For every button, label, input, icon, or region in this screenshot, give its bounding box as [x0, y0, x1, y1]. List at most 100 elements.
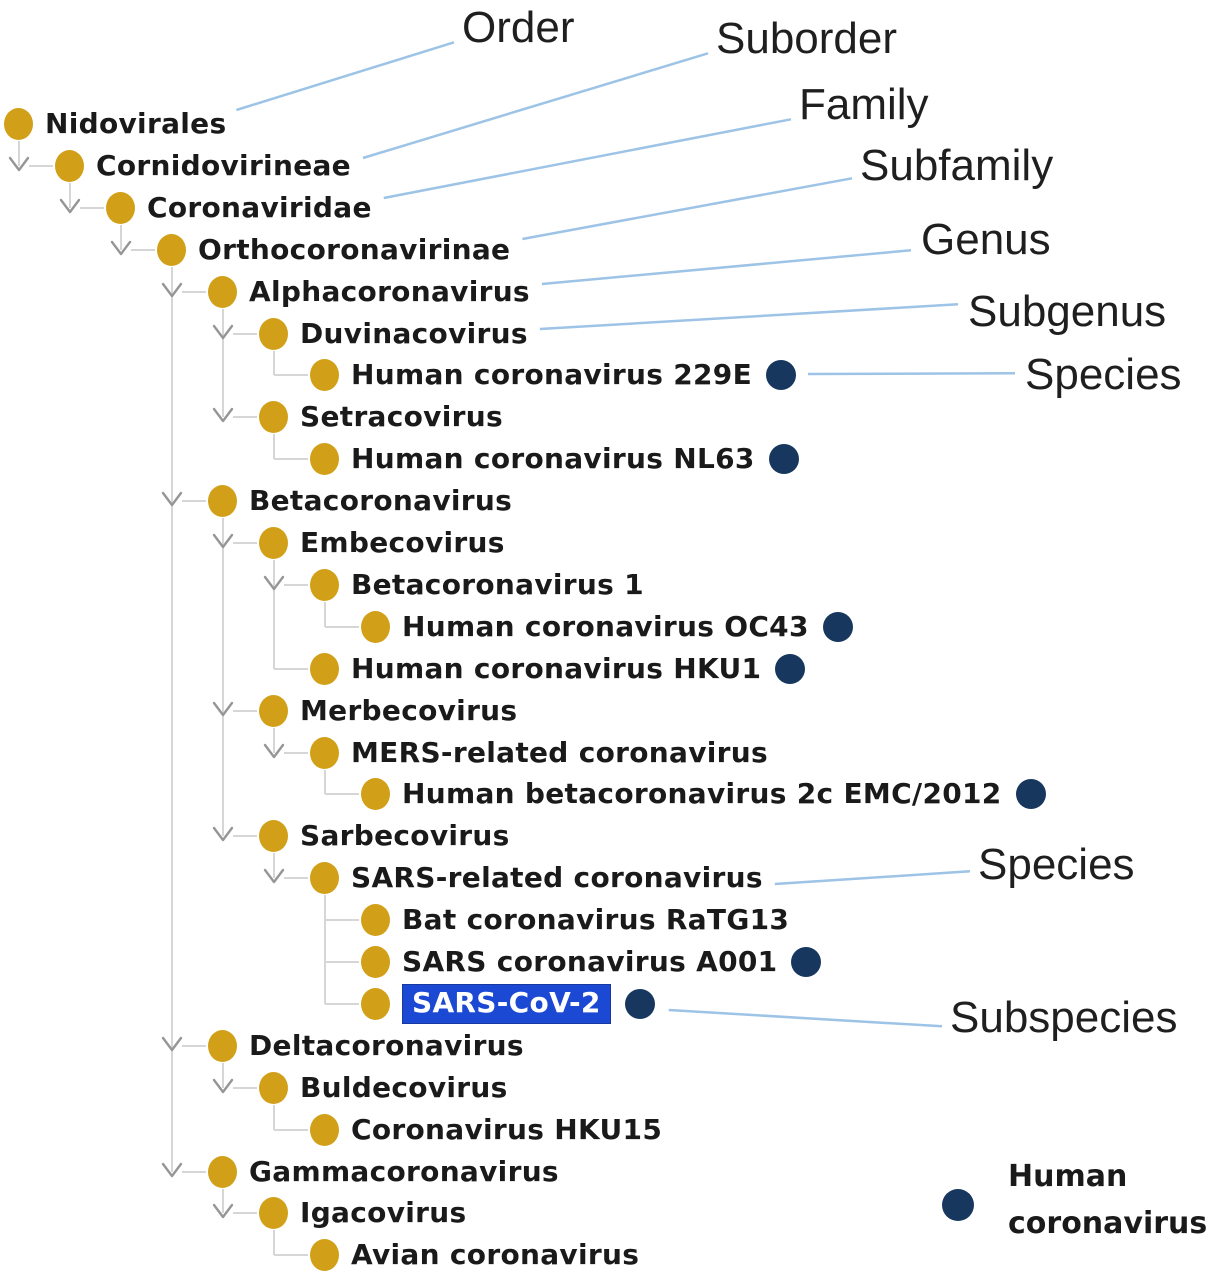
taxon-bullet-icon	[259, 695, 288, 727]
tree-node-bat-coronavirus-ratg13[interactable]: Bat coronavirus RaTG13	[361, 899, 789, 941]
taxon-bullet-icon	[310, 1114, 339, 1146]
taxon-bullet-icon	[310, 1239, 339, 1271]
tree-node-human-coronavirus-nl63[interactable]: Human coronavirus NL63	[310, 438, 799, 480]
taxon-bullet-icon	[361, 904, 390, 936]
taxon-bullet-icon	[259, 820, 288, 852]
taxon-label: Coronaviridae	[147, 191, 372, 224]
tree-node-sars-cov-2[interactable]: SARS-CoV-2	[361, 983, 655, 1025]
taxon-label: Human coronavirus HKU1	[351, 652, 762, 685]
tree-node-igacovirus[interactable]: Igacovirus	[259, 1192, 466, 1234]
tree-node-sars-related-coronavirus[interactable]: SARS-related coronavirus	[310, 857, 763, 899]
taxon-label: Human coronavirus 229E	[351, 358, 753, 391]
taxon-label: Human coronavirus OC43	[402, 610, 809, 643]
callout-line-suborder	[362, 52, 709, 160]
taxon-label: Setracovirus	[300, 400, 503, 433]
tree-node-human-coronavirus-oc43[interactable]: Human coronavirus OC43	[361, 606, 853, 648]
taxon-label: Human betacoronavirus 2c EMC/2012	[402, 777, 1002, 810]
expand-chevron-icon[interactable]	[110, 240, 132, 256]
taxon-label: Duvinacovirus	[300, 317, 528, 350]
rank-label-genus: Genus	[921, 215, 1051, 264]
human-coronavirus-icon	[768, 444, 799, 474]
taxon-bullet-icon	[310, 862, 339, 894]
taxon-label: MERS-related coronavirus	[351, 736, 768, 769]
tree-node-betacoronavirus[interactable]: Betacoronavirus	[208, 480, 512, 522]
expand-chevron-icon[interactable]	[212, 407, 234, 423]
taxon-bullet-icon	[259, 401, 288, 433]
rank-label-species-229e: Species	[1025, 350, 1182, 399]
tree-node-human-betacoronavirus-2c-emc-2012[interactable]: Human betacoronavirus 2c EMC/2012	[361, 773, 1046, 815]
taxon-bullet-icon	[259, 318, 288, 350]
taxon-bullet-icon	[208, 1030, 237, 1062]
callout-line-species-sars	[774, 870, 971, 886]
tree-node-human-coronavirus-229e[interactable]: Human coronavirus 229E	[310, 354, 797, 396]
taxon-bullet-icon	[259, 527, 288, 559]
expand-chevron-icon[interactable]	[212, 1203, 234, 1219]
tree-node-orthocoronavirinae[interactable]: Orthocoronavirinae	[157, 229, 510, 271]
taxon-bullet-icon	[310, 653, 339, 685]
taxon-label: Coronavirus HKU15	[351, 1113, 663, 1146]
tree-node-sars-coronavirus-a001[interactable]: SARS coronavirus A001	[361, 941, 822, 983]
taxon-label: Betacoronavirus 1	[351, 568, 644, 601]
taxon-label: Human coronavirus NL63	[351, 442, 755, 475]
taxon-label: Gammacoronavirus	[249, 1155, 559, 1188]
tree-node-merbecovirus[interactable]: Merbecovirus	[259, 690, 517, 732]
tree-node-alphacoronavirus[interactable]: Alphacoronavirus	[208, 271, 530, 313]
taxon-bullet-icon	[361, 611, 390, 643]
taxon-label: Embecovirus	[300, 526, 505, 559]
tree-node-deltacoronavirus[interactable]: Deltacoronavirus	[208, 1025, 524, 1067]
taxon-bullet-icon	[157, 234, 186, 266]
expand-chevron-icon[interactable]	[263, 868, 285, 884]
tree-node-mers-related-coronavirus[interactable]: MERS-related coronavirus	[310, 732, 768, 774]
taxon-bullet-icon	[208, 1156, 237, 1188]
callout-line-subspecies	[668, 1008, 943, 1028]
expand-chevron-icon[interactable]	[161, 282, 183, 298]
taxon-label: Igacovirus	[300, 1196, 467, 1229]
expand-chevron-icon[interactable]	[212, 1078, 234, 1094]
expand-chevron-icon[interactable]	[59, 198, 81, 214]
expand-chevron-icon[interactable]	[212, 826, 234, 842]
callout-line-genus	[541, 249, 912, 286]
expand-chevron-icon[interactable]	[161, 491, 183, 507]
tree-node-duvinacovirus[interactable]: Duvinacovirus	[259, 313, 528, 355]
tree-node-avian-coronavirus[interactable]: Avian coronavirus	[310, 1234, 639, 1276]
tree-node-sarbecovirus[interactable]: Sarbecovirus	[259, 815, 510, 857]
tree-node-embecovirus[interactable]: Embecovirus	[259, 522, 505, 564]
expand-chevron-icon[interactable]	[263, 743, 285, 759]
callout-line-subgenus	[539, 303, 959, 331]
tree-node-betacoronavirus-1[interactable]: Betacoronavirus 1	[310, 564, 644, 606]
human-coronavirus-icon	[766, 360, 797, 390]
expand-chevron-icon[interactable]	[212, 701, 234, 717]
taxon-bullet-icon	[55, 150, 84, 182]
legend-label: Human coronavirus	[1008, 1159, 1208, 1241]
rank-label-suborder: Suborder	[716, 14, 898, 63]
tree-node-setracovirus[interactable]: Setracovirus	[259, 396, 503, 438]
tree-node-gammacoronavirus[interactable]: Gammacoronavirus	[208, 1151, 559, 1193]
tree-node-nidovirales[interactable]: Nidovirales	[4, 103, 226, 145]
taxon-bullet-icon	[259, 1072, 288, 1104]
human-coronavirus-icon	[1015, 779, 1046, 809]
rank-label-species-sars: Species	[978, 840, 1135, 889]
human-coronavirus-icon	[775, 654, 806, 684]
expand-chevron-icon[interactable]	[8, 156, 30, 172]
taxon-label: Cornidovirineae	[96, 149, 351, 182]
expand-chevron-icon[interactable]	[212, 533, 234, 549]
rank-label-family: Family	[799, 80, 929, 129]
expand-chevron-icon[interactable]	[161, 1162, 183, 1178]
taxon-bullet-icon	[310, 359, 339, 391]
rank-label-subfamily: Subfamily	[860, 141, 1054, 190]
callout-line-subfamily	[522, 177, 853, 241]
taxon-label: Nidovirales	[45, 107, 227, 140]
expand-chevron-icon[interactable]	[263, 575, 285, 591]
tree-node-human-coronavirus-hku1[interactable]: Human coronavirus HKU1	[310, 648, 806, 690]
taxon-label: Betacoronavirus	[249, 484, 513, 517]
taxon-label: Alphacoronavirus	[249, 275, 530, 308]
tree-node-coronavirus-hku15[interactable]: Coronavirus HKU15	[310, 1109, 662, 1151]
taxon-label: Orthocoronavirinae	[198, 233, 511, 266]
expand-chevron-icon[interactable]	[212, 324, 234, 340]
tree-node-coronaviridae[interactable]: Coronaviridae	[106, 187, 372, 229]
tree-node-buldecovirus[interactable]: Buldecovirus	[259, 1067, 508, 1109]
taxon-label: Avian coronavirus	[351, 1238, 640, 1271]
expand-chevron-icon[interactable]	[161, 1036, 183, 1052]
tree-node-cornidovirineae[interactable]: Cornidovirineae	[55, 145, 351, 187]
